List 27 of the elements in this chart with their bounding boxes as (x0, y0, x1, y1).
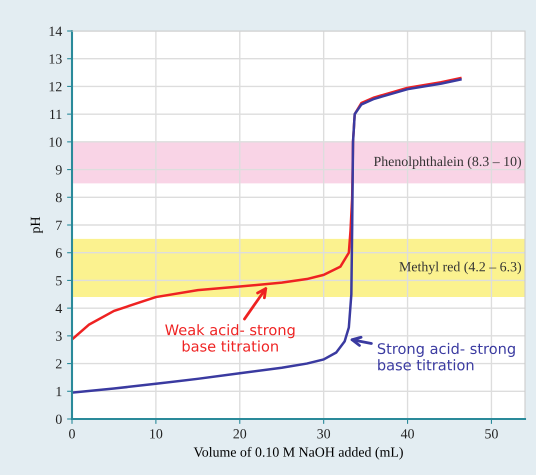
y-tick-label: 8 (56, 192, 62, 202)
band-label: Methyl red (4.2 – 6.3) (399, 262, 522, 274)
y-axis-title: pH (30, 216, 43, 234)
x-tick-label: 20 (233, 429, 246, 438)
y-tick-label: 9 (56, 165, 62, 175)
y-tick-label: 7 (56, 220, 62, 230)
y-tick-label: 13 (50, 54, 62, 64)
x-tick-label: 0 (69, 429, 75, 438)
y-tick-label: 2 (56, 359, 62, 368)
y-tick-label: 5 (56, 276, 62, 286)
y-tick-label: 12 (50, 82, 62, 92)
y-tick-label: 3 (56, 331, 62, 341)
annotation: Strong acid- strong base titration (378, 342, 515, 370)
x-tick-label: 40 (400, 429, 414, 438)
x-tick-label: 30 (317, 429, 330, 438)
x-tick-label: 10 (150, 429, 162, 438)
y-tick-label: 14 (50, 26, 62, 36)
y-tick-label: 6 (56, 248, 62, 258)
y-tick-label: 1 (56, 386, 62, 396)
annotation: Weak acid- strong base titration (165, 324, 294, 352)
x-tick-label: 50 (485, 429, 498, 438)
y-tick-label: 10 (50, 137, 62, 147)
band-label: Phenolphthalein (8.3 – 10) (374, 156, 522, 169)
x-axis-title: Volume of 0.10 M NaOH added (mL) (194, 446, 403, 460)
y-tick-label: 0 (56, 414, 62, 424)
y-tick-label: 4 (56, 304, 62, 313)
y-tick-label: 11 (50, 110, 62, 119)
